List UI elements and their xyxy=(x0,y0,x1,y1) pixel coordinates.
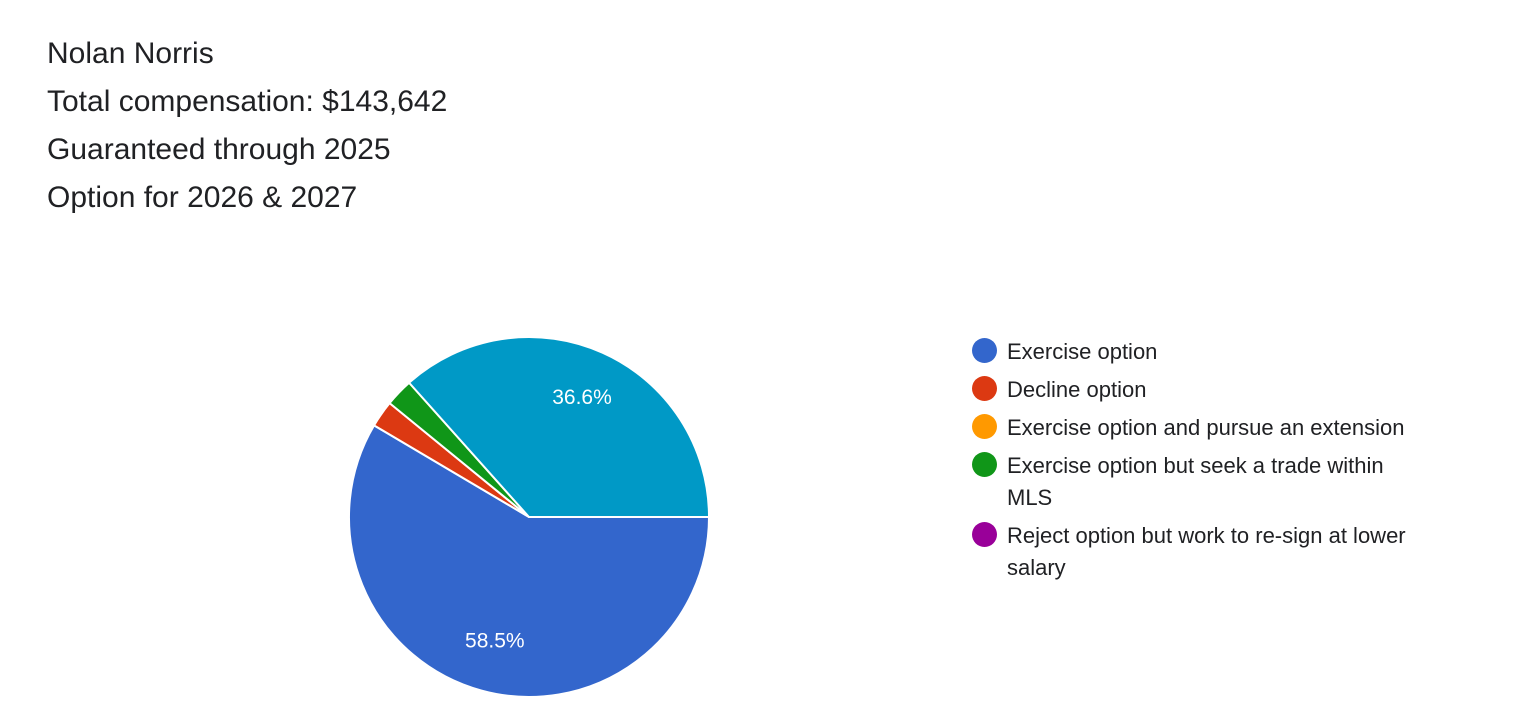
legend-label: Exercise option xyxy=(1007,339,1158,364)
slice-percent-label: 36.6% xyxy=(552,386,612,409)
legend-item-exercise-and-extend[interactable]: Exercise option and pursue an extension xyxy=(972,412,1432,444)
legend-swatch xyxy=(972,414,997,439)
legend-swatch xyxy=(972,338,997,363)
chart-header: Nolan Norris Total compensation: $143,64… xyxy=(47,30,447,222)
player-name: Nolan Norris xyxy=(47,37,214,70)
chart-legend: Exercise option Decline option Exercise … xyxy=(972,336,1432,590)
legend-label: Exercise option and pursue an extension xyxy=(1007,415,1405,440)
legend-label: Decline option xyxy=(1007,377,1147,402)
pie-slice-0[interactable] xyxy=(348,424,710,698)
legend-label: Reject option but work to re-sign at low… xyxy=(1007,523,1406,580)
legend-swatch xyxy=(972,376,997,401)
legend-swatch xyxy=(972,452,997,477)
slice-percent-label: 58.5% xyxy=(465,630,525,653)
legend-swatch xyxy=(972,522,997,547)
total-compensation: Total compensation: $143,642 xyxy=(47,85,448,118)
legend-item-decline-option[interactable]: Decline option xyxy=(972,374,1432,406)
legend-item-reject-and-resign[interactable]: Reject option but work to re-sign at low… xyxy=(972,520,1432,584)
option-info: Option for 2026 & 2027 xyxy=(47,181,358,214)
pie-slice-5[interactable] xyxy=(408,336,710,518)
legend-item-exercise-option[interactable]: Exercise option xyxy=(972,336,1432,368)
legend-item-exercise-and-trade[interactable]: Exercise option but seek a trade within … xyxy=(972,450,1432,514)
legend-label: Exercise option but seek a trade within … xyxy=(1007,453,1384,510)
guarantee-info: Guaranteed through 2025 xyxy=(47,133,391,166)
